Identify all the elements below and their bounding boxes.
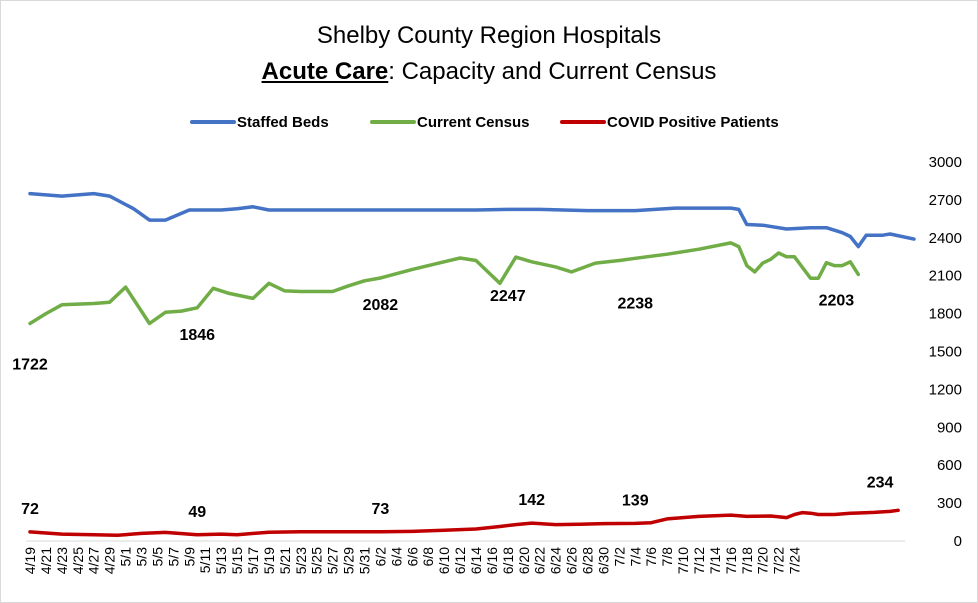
x-tick-label: 6/28 [579, 547, 595, 574]
data-label: 72 [21, 501, 39, 518]
x-tick-label: 5/17 [245, 547, 261, 574]
x-tick-label: 6/8 [420, 547, 436, 567]
x-tick-label: 6/10 [436, 547, 452, 574]
series-line-staffed-beds [28, 191, 916, 249]
x-tick-label: 6/16 [484, 547, 500, 574]
x-tick-label: 5/27 [325, 547, 341, 574]
x-tick-label: 5/11 [197, 547, 213, 573]
data-label: 2238 [617, 295, 653, 312]
x-tick-label: 4/19 [22, 547, 38, 574]
x-tick-label: 4/29 [102, 547, 118, 574]
data-label: 1722 [12, 356, 48, 373]
x-tick-label: 5/3 [133, 547, 149, 567]
data-label: 139 [622, 492, 649, 509]
x-tick-label: 5/9 [181, 547, 197, 567]
x-tick-label: 7/4 [627, 547, 643, 567]
x-tick-label: 6/14 [468, 547, 484, 574]
x-tick-label: 7/16 [723, 547, 739, 574]
x-tick-label: 4/23 [54, 547, 70, 574]
x-tick-label: 7/6 [643, 547, 659, 567]
x-tick-label: 7/22 [771, 547, 787, 574]
x-tick-label: 5/21 [277, 547, 293, 574]
series-line-current-census [28, 241, 861, 326]
y-tick-label: 2400 [929, 230, 962, 247]
x-tick-label: 5/25 [309, 547, 325, 574]
x-tick-label: 5/19 [261, 547, 277, 574]
x-tick-label: 6/12 [452, 547, 468, 574]
x-tick-label: 7/14 [707, 547, 723, 574]
data-label: 49 [188, 504, 206, 521]
x-tick-label: 7/12 [691, 547, 707, 574]
data-label: 1846 [179, 327, 215, 344]
x-tick-label: 5/31 [356, 547, 372, 574]
chart-subtitle: Acute Care: Capacity and Current Census [0, 58, 978, 86]
x-tick-label: 4/27 [86, 547, 102, 574]
x-tick-label: 5/23 [293, 547, 309, 574]
y-tick-label: 300 [937, 495, 962, 512]
data-label: 2082 [363, 297, 399, 314]
data-label: 2203 [819, 293, 855, 310]
y-tick-label: 600 [937, 457, 962, 474]
x-tick-label: 7/24 [787, 547, 803, 574]
chart-title: Shelby County Region Hospitals [316, 22, 662, 49]
x-tick-label: 6/18 [500, 547, 516, 574]
data-label: 73 [372, 501, 390, 518]
x-tick-label: 5/5 [149, 547, 165, 567]
y-tick-label: 0 [954, 533, 962, 550]
y-tick-label: 1200 [929, 381, 962, 398]
x-tick-label: 7/20 [755, 547, 771, 574]
legend-label-covid-positive-patients: COVID Positive Patients [607, 114, 779, 131]
y-tick-label: 3000 [929, 154, 962, 171]
x-tick-label: 5/13 [213, 547, 229, 574]
legend-label-staffed-beds: Staffed Beds [237, 114, 329, 131]
x-tick-label: 7/8 [659, 547, 675, 567]
x-tick-label: 6/22 [532, 547, 548, 574]
x-tick-label: 7/18 [739, 547, 755, 574]
x-tick-label: 6/30 [595, 547, 611, 574]
x-tick-label: 4/25 [70, 547, 86, 574]
chart-subtitle-bold: Acute Care [261, 58, 389, 85]
x-tick-label: 7/10 [675, 547, 691, 574]
x-tick-label: 5/15 [229, 547, 245, 574]
y-tick-label: 1500 [929, 344, 962, 361]
x-tick-label: 6/4 [388, 547, 404, 567]
data-label: 234 [867, 474, 894, 491]
x-tick-label: 6/2 [372, 547, 388, 567]
series-line-covid-positive-patients [28, 508, 900, 538]
x-tick-label: 6/6 [404, 547, 420, 567]
y-tick-label: 2700 [929, 192, 962, 209]
x-tick-label: 4/21 [38, 547, 54, 574]
x-tick-label: 5/1 [118, 547, 134, 567]
x-tick-label: 5/29 [341, 547, 357, 574]
y-tick-label: 2100 [929, 268, 962, 285]
x-tick-label: 6/26 [564, 547, 580, 574]
x-tick-label: 7/2 [611, 547, 627, 567]
legend-label-current-census: Current Census [417, 114, 530, 131]
y-tick-label: 900 [937, 419, 962, 436]
chart-subtitle-rest: : Capacity and Current Census [388, 58, 717, 85]
data-label: 2247 [490, 288, 526, 305]
y-tick-label: 1800 [929, 306, 962, 323]
x-tick-label: 6/24 [548, 547, 564, 574]
x-tick-label: 5/7 [165, 547, 181, 567]
data-label: 142 [518, 492, 545, 509]
x-tick-label: 6/20 [516, 547, 532, 574]
